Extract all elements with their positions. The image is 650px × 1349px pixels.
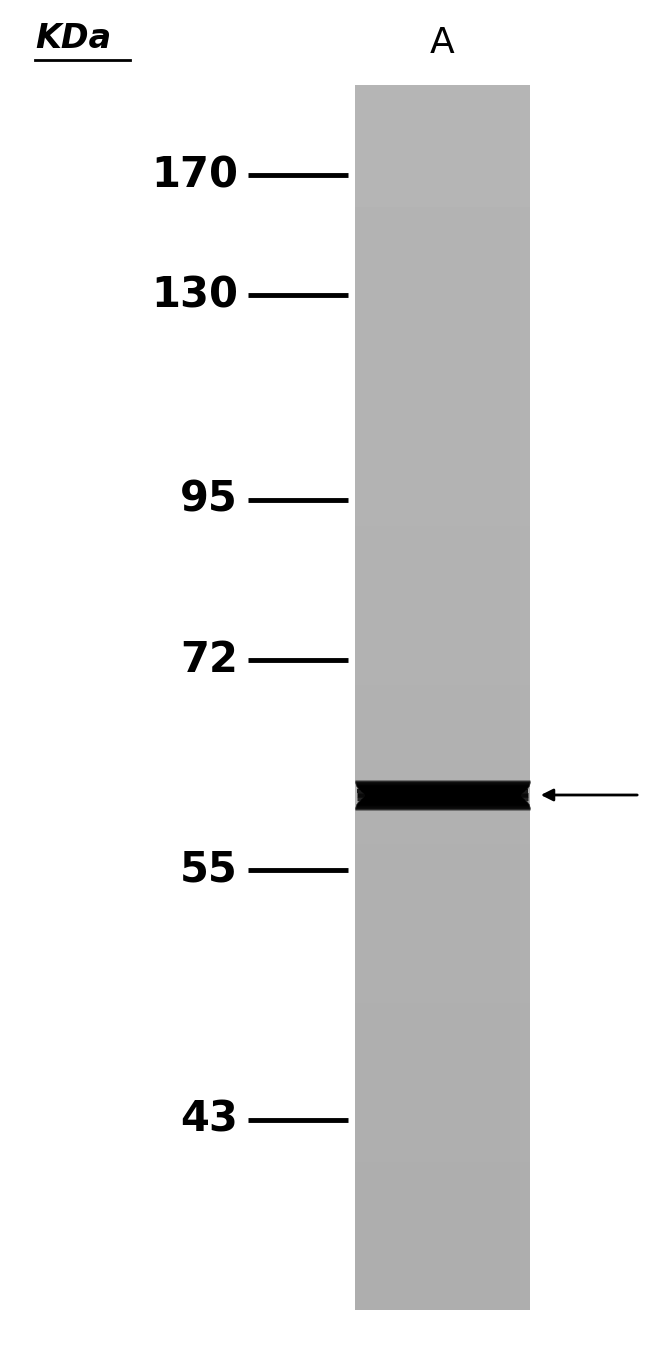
Text: 170: 170 [151, 154, 238, 196]
Text: 95: 95 [180, 479, 238, 521]
Text: 130: 130 [151, 274, 238, 316]
Text: 72: 72 [180, 639, 238, 681]
Text: KDa: KDa [35, 22, 111, 55]
Text: 43: 43 [180, 1099, 238, 1141]
Text: 55: 55 [180, 849, 238, 890]
Text: A: A [430, 26, 455, 59]
